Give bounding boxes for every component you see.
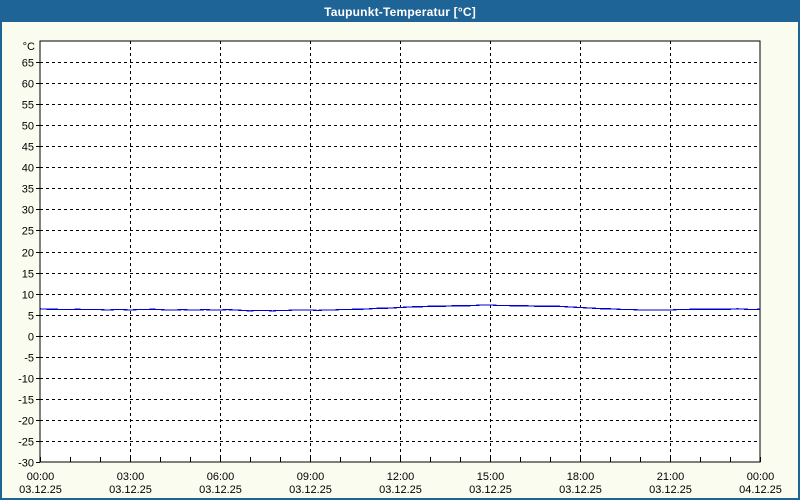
chart-canvas: 65605550454035302520151050-5-10-15-20-25… (18, 40, 782, 496)
x-axis-date-label: 03.12.25 (289, 484, 332, 496)
y-axis-label: 20 (22, 248, 34, 260)
x-axis-date-label: 03.12.25 (559, 484, 602, 496)
x-axis-date-label: 03.12.25 (199, 484, 242, 496)
y-axis-label: 5 (28, 311, 34, 323)
y-axis-label: 15 (22, 269, 34, 281)
x-axis-time-label: 09:00 (297, 471, 325, 483)
y-axis-label: 60 (22, 79, 34, 91)
x-axis-time-label: 12:00 (387, 471, 415, 483)
x-axis-date-label: 03.12.25 (649, 484, 692, 496)
y-axis-label: -15 (18, 395, 34, 407)
y-axis-label: 35 (22, 184, 34, 196)
y-axis-label: 30 (22, 205, 34, 217)
x-axis-time-label: 21:00 (657, 471, 685, 483)
window-title-bar[interactable]: Taupunkt-Temperatur [°C] (2, 2, 798, 22)
window-title: Taupunkt-Temperatur [°C] (324, 5, 476, 19)
x-axis-time-label: 15:00 (477, 471, 505, 483)
y-axis-label: 10 (22, 290, 34, 302)
y-axis-unit-label: °C (23, 41, 35, 53)
y-axis-label: 0 (28, 332, 34, 344)
y-axis-label: -10 (18, 374, 34, 386)
y-axis-label: -5 (24, 353, 34, 365)
y-axis-label: 65 (22, 58, 34, 70)
y-axis-label: 25 (22, 226, 34, 238)
x-axis-date-label: 04.12.25 (739, 484, 782, 496)
y-axis-label: -25 (18, 437, 34, 449)
y-axis-label: -20 (18, 416, 34, 428)
x-axis-time-label: 00:00 (27, 471, 55, 483)
y-axis-label: -30 (18, 458, 34, 470)
x-axis-time-label: 03:00 (117, 471, 145, 483)
y-axis-label: 40 (22, 163, 34, 175)
x-axis-date-label: 03.12.25 (109, 484, 152, 496)
x-axis-time-label: 00:00 (747, 471, 775, 483)
chart-area: 65 60 55 50 45 40 35 30 25 20 15 10 5 0 -5 -10 -15 -20 -25… (2, 22, 798, 498)
x-axis-date-label: 03.12.25 (19, 484, 62, 496)
y-axis-label: 55 (22, 100, 34, 112)
x-axis-date-label: 03.12.25 (469, 484, 512, 496)
y-axis-label: 45 (22, 142, 34, 154)
x-axis-date-label: 03.12.25 (379, 484, 422, 496)
x-axis-time-label: 06:00 (207, 471, 235, 483)
y-axis-label: 50 (22, 121, 34, 133)
series-line-taupunkt (39, 304, 761, 312)
x-axis-time-label: 18:00 (567, 471, 595, 483)
